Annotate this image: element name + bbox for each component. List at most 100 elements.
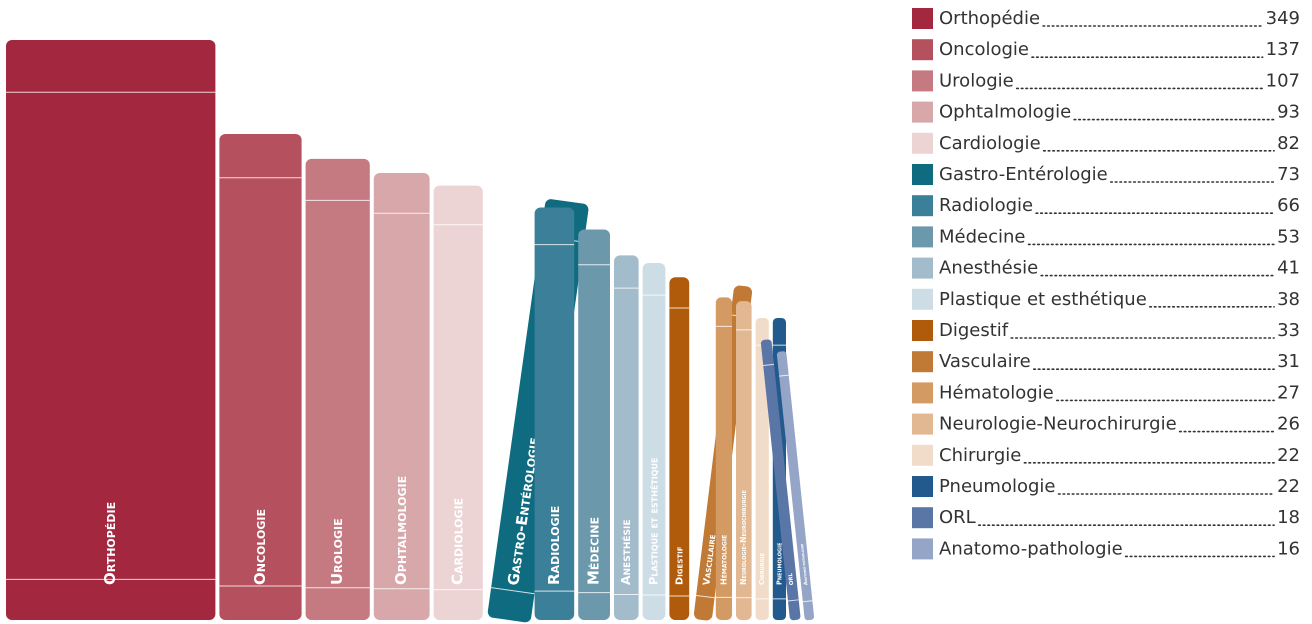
legend-swatch <box>912 382 933 404</box>
legend-label: Anatomo-pathologie <box>939 538 1123 559</box>
book-spine <box>219 134 302 621</box>
spine-label: Médecine <box>585 517 603 585</box>
legend-value: 41 <box>1277 258 1300 279</box>
book-spine <box>642 263 666 620</box>
book-spine <box>305 158 370 621</box>
legend-swatch <box>912 444 933 466</box>
legend-label: Urologie <box>939 70 1014 91</box>
legend-swatch <box>912 195 933 217</box>
legend-value: 27 <box>1277 382 1300 403</box>
spine-label: Anatomo-pathologie <box>799 544 809 586</box>
legend-swatch <box>912 507 933 529</box>
book-spine <box>578 229 610 620</box>
spine-line <box>779 374 789 377</box>
book: Anesthésie <box>614 255 639 620</box>
book-spine <box>760 339 801 621</box>
legend-label: Cardiologie <box>939 133 1041 154</box>
spine-line <box>696 594 715 599</box>
legend-swatch <box>912 164 933 185</box>
legend-value: 31 <box>1277 351 1300 372</box>
spine-label: Orthopédie <box>101 502 119 585</box>
book: Radiologie <box>534 207 575 620</box>
legend-swatch <box>912 351 933 373</box>
spine-label: Urologie <box>328 518 346 585</box>
spine-label: Pneumologie <box>775 542 783 585</box>
spine-line <box>787 599 799 602</box>
book: Digestif <box>669 277 690 620</box>
spine-label: Anesthésie <box>619 520 633 585</box>
legend-value: 22 <box>1277 445 1300 466</box>
spine-line <box>802 600 813 603</box>
spine-label: Digestif <box>674 546 685 585</box>
legend-swatch <box>912 288 933 310</box>
legend-label: Plastique et esthétique <box>939 289 1147 310</box>
spine-line <box>763 363 775 366</box>
legend-label: Hématologie <box>939 382 1054 403</box>
spine-label: Hématologie <box>718 535 728 585</box>
legend-value: 53 <box>1277 226 1300 247</box>
legend-value: 93 <box>1277 102 1300 123</box>
book-spine <box>433 185 483 620</box>
legend-value: 38 <box>1277 289 1300 310</box>
legend-value: 18 <box>1277 507 1300 528</box>
book-spine <box>755 317 769 620</box>
legend-label: ORL <box>939 507 976 528</box>
book-spine <box>715 297 732 620</box>
legend-label: Orthopédie <box>939 8 1040 29</box>
book: Cardiologie <box>433 185 483 620</box>
spine-label: Plastique et esthétique <box>647 458 661 586</box>
legend-value: 26 <box>1277 414 1300 435</box>
legend-value: 107 <box>1266 70 1300 91</box>
book: Anatomo-pathologie <box>776 351 815 621</box>
book: Médecine <box>578 229 610 620</box>
spine-label: ORL <box>788 572 795 585</box>
book: Orthopédie <box>6 40 216 620</box>
legend-swatch <box>912 39 933 61</box>
spine-label: Radiologie <box>545 506 563 585</box>
spine-label: Cardiologie <box>449 498 467 585</box>
legend-value: 66 <box>1277 195 1300 216</box>
book: Ophtalmologie <box>373 172 430 620</box>
spine-label: Chirurgie <box>758 552 766 585</box>
legend-swatch <box>912 101 933 123</box>
legend-label: Digestif <box>939 320 1009 341</box>
book-spine <box>736 301 752 620</box>
legend-swatch <box>912 320 933 341</box>
legend-label: Chirurgie <box>939 445 1021 466</box>
legend-label: Pneumologie <box>939 476 1056 497</box>
legend-label: Vasculaire <box>939 351 1031 372</box>
legend-label: Médecine <box>939 226 1025 247</box>
legend-value: 137 <box>1266 39 1300 60</box>
book-spine <box>776 351 815 621</box>
book-spine <box>373 172 430 620</box>
book: Oncologie <box>219 134 302 621</box>
legend-value: 22 <box>1277 476 1300 497</box>
legend-value: 349 <box>1266 8 1300 29</box>
book-spine <box>669 277 690 620</box>
legend-label: Anesthésie <box>939 258 1038 279</box>
legend-value: 16 <box>1277 538 1300 559</box>
legend-swatch <box>912 257 933 279</box>
legend-label: Oncologie <box>939 39 1029 60</box>
legend-label: Gastro-Entérologie <box>939 164 1108 185</box>
book: Hématologie <box>715 297 732 620</box>
legend-label: Neurologie-Neurochirurgie <box>939 414 1177 435</box>
legend-swatch <box>912 70 933 92</box>
legend-swatch <box>912 413 933 435</box>
spine-label: Oncologie <box>251 509 269 585</box>
book: Neurologie-Neurochirurgie <box>736 301 752 620</box>
book-spine <box>6 40 216 620</box>
spine-label: Neurologie-Neurochirurgie <box>739 489 748 585</box>
spine-label: Ophtalmologie <box>392 476 410 585</box>
book: ORL <box>760 339 801 621</box>
legend-swatch <box>912 476 933 497</box>
legend-swatch <box>912 226 933 248</box>
book-spine <box>614 255 639 620</box>
book-spine <box>534 207 575 620</box>
book: Urologie <box>305 158 370 621</box>
legend-value: 73 <box>1277 164 1300 185</box>
legend-label: Radiologie <box>939 195 1033 216</box>
book: Plastique et esthétique <box>642 263 666 620</box>
legend-swatch <box>912 538 933 560</box>
